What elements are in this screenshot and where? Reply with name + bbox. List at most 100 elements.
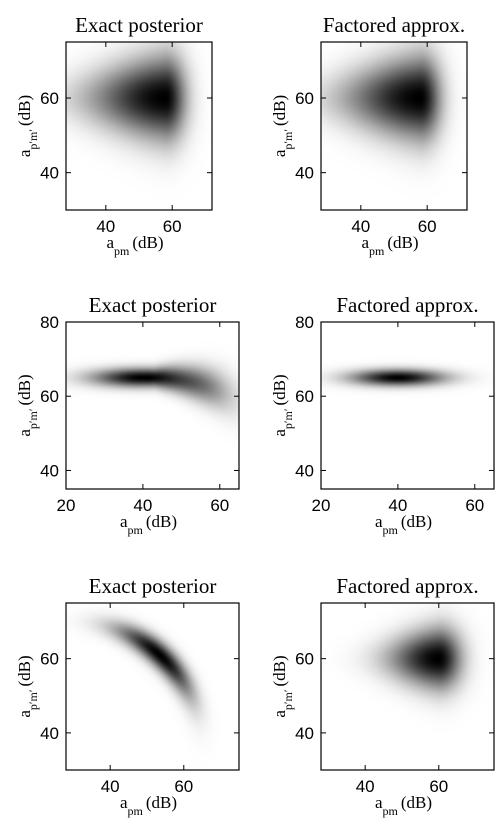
axes-frame	[65, 321, 240, 490]
x-axis-label-main: a	[120, 793, 128, 812]
y-axis-label-main: a	[15, 149, 34, 157]
y-axis-label-unit: (dB)	[270, 95, 289, 126]
y-axis-label: ap′m′ (dB)	[270, 95, 295, 157]
x-tick-label: 40	[133, 496, 152, 515]
x-tick-label: 60	[418, 217, 437, 236]
heatmap-image	[66, 322, 239, 489]
axes-frame	[65, 602, 240, 771]
y-axis-label-unit: (dB)	[15, 655, 34, 686]
x-tick-label: 40	[388, 496, 407, 515]
y-axis-label: ap′m′ (dB)	[270, 374, 295, 436]
y-tick-label: 80	[295, 313, 314, 332]
y-axis-label-subscript: p′m′	[26, 689, 40, 710]
x-axis-label-unit: (dB)	[132, 233, 163, 252]
chart-title: Factored approx.	[336, 293, 478, 317]
y-axis-label-main: a	[15, 710, 34, 718]
chart-title: Factored approx.	[336, 574, 478, 598]
heatmap-image	[321, 603, 494, 770]
y-tick-label: 40	[295, 724, 314, 743]
x-axis-label-subscript: pm	[114, 244, 130, 258]
y-tick-label: 60	[40, 387, 59, 406]
y-tick-label: 40	[40, 461, 59, 480]
x-axis-label: apm (dB)	[361, 233, 418, 258]
heatmap-image	[66, 603, 239, 770]
y-axis-label-main: a	[270, 149, 289, 157]
chart-title: Factored approx.	[323, 13, 465, 37]
x-tick-label: 40	[96, 217, 115, 236]
x-axis-label-subscript: pm	[128, 523, 144, 537]
x-axis-label-unit: (dB)	[146, 512, 177, 531]
axes-frame	[320, 41, 468, 211]
x-axis-label: apm (dB)	[106, 233, 163, 258]
x-axis-label-main: a	[106, 233, 114, 252]
x-axis-label: apm (dB)	[375, 512, 432, 537]
y-axis-label-unit: (dB)	[15, 95, 34, 126]
chart-title: Exact posterior	[89, 574, 217, 598]
x-axis-label-subscript: pm	[369, 244, 385, 258]
x-tick-label: 40	[356, 777, 375, 796]
x-tick-label: 60	[429, 777, 448, 796]
axes-frame	[65, 41, 213, 211]
x-tick-label: 20	[312, 496, 331, 515]
x-axis-label-unit: (dB)	[146, 793, 177, 812]
x-axis-label-main: a	[375, 512, 383, 531]
y-axis-label-main: a	[15, 429, 34, 437]
heatmap-image	[321, 42, 467, 210]
x-axis-label-unit: (dB)	[387, 233, 418, 252]
heatmap-image	[321, 322, 494, 489]
y-axis-label-subscript: p′m′	[281, 129, 295, 150]
y-axis-label-unit: (dB)	[270, 655, 289, 686]
y-axis-label: ap′m′ (dB)	[15, 374, 40, 436]
x-tick-label: 40	[101, 777, 120, 796]
x-tick-label: 20	[57, 496, 76, 515]
y-tick-label: 40	[40, 724, 59, 743]
x-axis-label-main: a	[361, 233, 369, 252]
axes-frame	[320, 602, 495, 771]
x-axis-label-unit: (dB)	[401, 793, 432, 812]
x-tick-label: 40	[351, 217, 370, 236]
x-axis-label: apm (dB)	[120, 793, 177, 818]
x-axis-label: apm (dB)	[120, 512, 177, 537]
x-axis-label: apm (dB)	[375, 793, 432, 818]
axes-frame	[320, 321, 495, 490]
y-axis-label: ap′m′ (dB)	[15, 95, 40, 157]
x-axis-label-subscript: pm	[383, 804, 399, 818]
y-tick-label: 60	[40, 650, 59, 669]
y-axis-label-subscript: p′m′	[26, 408, 40, 429]
x-tick-label: 60	[174, 777, 193, 796]
x-axis-label-subscript: pm	[128, 804, 144, 818]
x-axis-label-subscript: pm	[383, 523, 399, 537]
y-axis-label: ap′m′ (dB)	[15, 655, 40, 717]
chart-title: Exact posterior	[89, 293, 217, 317]
y-axis-label-subscript: p′m′	[281, 689, 295, 710]
heatmap-image	[66, 42, 212, 210]
x-axis-label-main: a	[375, 793, 383, 812]
y-axis-label-main: a	[270, 710, 289, 718]
x-tick-label: 60	[210, 496, 229, 515]
chart-title: Exact posterior	[75, 13, 203, 37]
y-tick-label: 40	[295, 461, 314, 480]
y-tick-label: 60	[40, 89, 59, 108]
y-tick-label: 60	[295, 650, 314, 669]
y-axis-label-subscript: p′m′	[26, 129, 40, 150]
x-tick-label: 60	[465, 496, 484, 515]
y-tick-label: 40	[295, 164, 314, 183]
x-axis-label-unit: (dB)	[401, 512, 432, 531]
y-axis-label-unit: (dB)	[270, 374, 289, 405]
y-axis-label-unit: (dB)	[15, 374, 34, 405]
y-tick-label: 40	[40, 164, 59, 183]
y-tick-label: 80	[40, 313, 59, 332]
y-tick-label: 60	[295, 387, 314, 406]
y-axis-label: ap′m′ (dB)	[270, 655, 295, 717]
x-axis-label-main: a	[120, 512, 128, 531]
x-tick-label: 60	[163, 217, 182, 236]
y-axis-label-subscript: p′m′	[281, 408, 295, 429]
y-axis-label-main: a	[270, 429, 289, 437]
